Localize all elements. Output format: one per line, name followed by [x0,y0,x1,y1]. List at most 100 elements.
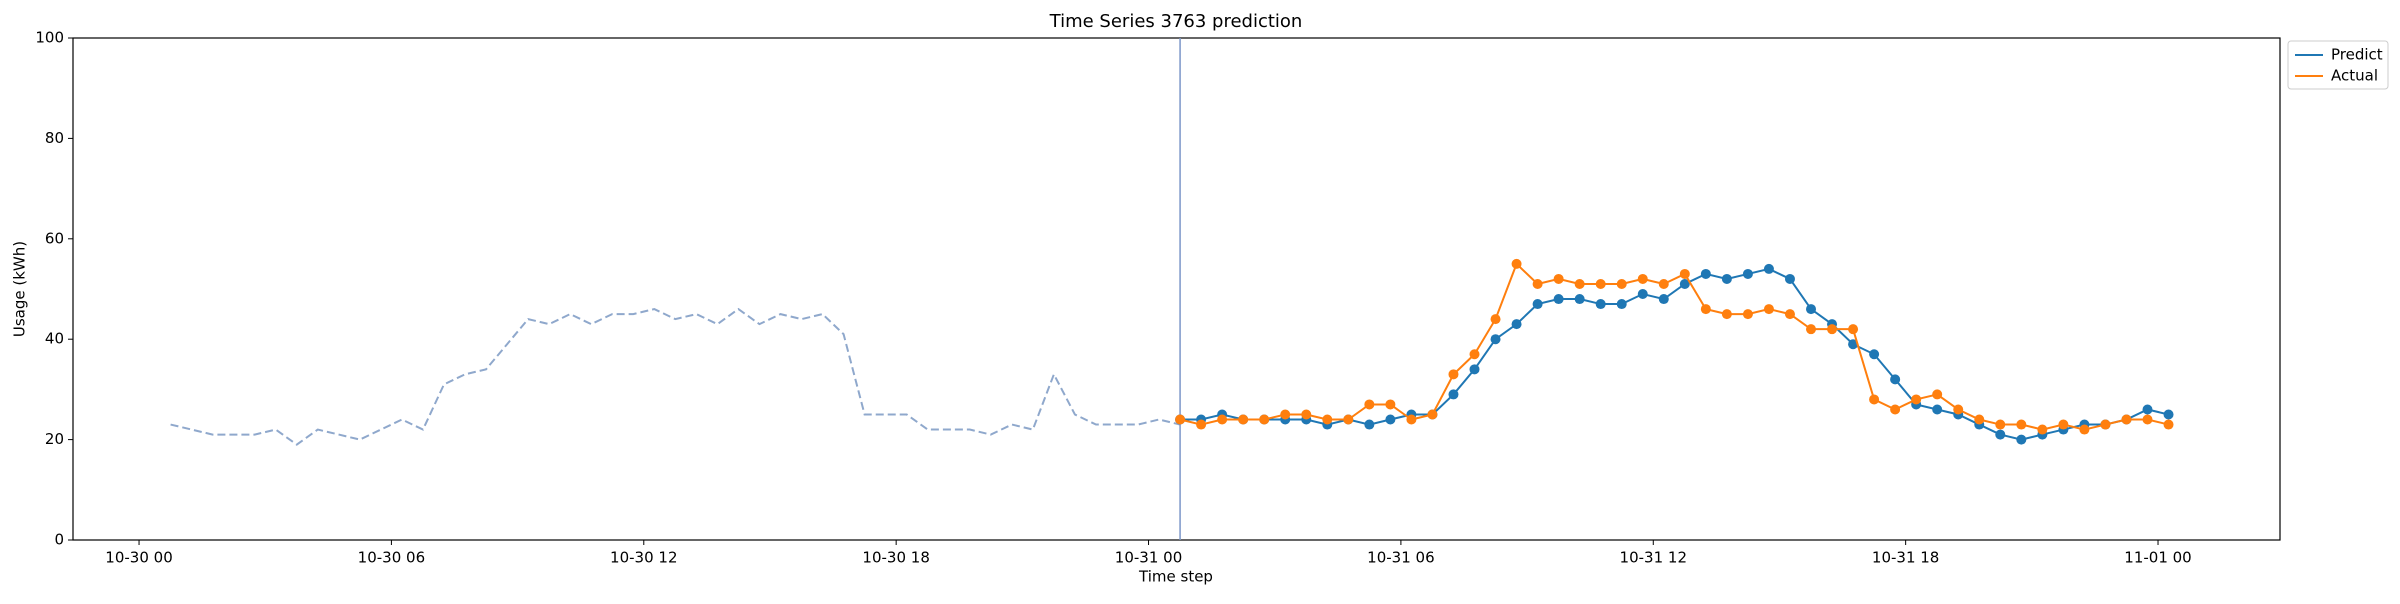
series-line-marker [1427,409,1438,420]
series-line-marker [1974,414,1985,425]
series-line-marker [1490,314,1501,325]
series-line-marker [1869,349,1880,360]
y-tick-label: 40 [45,330,64,348]
series-line-marker [1763,263,1774,274]
x-tick-label: 10-31 00 [1115,549,1182,567]
y-tick-label: 100 [35,29,64,47]
series-line-marker [1574,294,1585,305]
x-tick-label: 10-31 06 [1367,549,1434,567]
series-line-marker [2142,404,2153,415]
series-line [1180,267,2169,441]
series-line-marker [1259,414,1270,425]
series-line-marker [1322,414,1333,425]
series-line-marker [1301,409,1312,420]
series-line-marker [1553,294,1564,305]
series-line-marker [1700,268,1711,279]
series-line-marker [1469,364,1480,375]
series-line-marker [1742,268,1753,279]
series-line-marker [2121,414,2132,425]
series-line-marker [2142,414,2153,425]
series-line-marker [1784,309,1795,320]
x-tick-label: 10-31 18 [1872,549,1939,567]
series-line-marker [1890,374,1901,385]
series-line-marker [2163,419,2174,430]
plot-frame [72,37,2281,541]
series-line-marker [1890,404,1901,415]
x-tick-label: 11-01 00 [2124,549,2191,567]
series-line-marker [1700,304,1711,315]
series-line-marker [1448,389,1459,400]
series-line-marker [2163,409,2174,420]
y-tick-label: 0 [54,531,64,549]
series-line-marker [1721,309,1732,320]
series-line-marker [1679,278,1690,289]
series-line-marker [1490,334,1501,345]
series-line-marker [1364,399,1375,410]
series-line-marker [1532,299,1543,310]
series-line-marker [1827,324,1838,335]
series-line-marker [1175,414,1186,425]
series-line-marker [1658,294,1669,305]
series-line-marker [1385,414,1396,425]
series-line-marker [1679,268,1690,279]
legend-label: Actual [2331,67,2378,85]
series-line-marker [1574,278,1585,289]
series-line-marker [1911,394,1922,405]
series-line-marker [1448,369,1459,380]
chart-title: Time Series 3763 prediction [1049,11,1303,32]
series-line-marker [1553,273,1564,284]
series-line-marker [2016,434,2027,445]
series-line-marker [1953,404,1964,415]
x-tick-label: 10-30 18 [862,549,929,567]
y-tick-label: 60 [45,229,64,247]
series-line-marker [1995,429,2006,440]
series-line-marker [1848,339,1859,350]
y-axis-label: Usage (kWh) [11,241,29,337]
x-tick-label: 10-30 00 [105,549,172,567]
series-line-marker [1932,404,1943,415]
series-line-marker [1595,278,1606,289]
series-line-marker [1932,389,1943,400]
series-line-marker [1280,409,1291,420]
x-tick-label: 10-30 12 [610,549,677,567]
series-line [1179,262,2169,431]
series-line-marker [1848,324,1859,335]
x-tick-label: 10-30 06 [358,549,425,567]
series-line-marker [1763,304,1774,315]
x-tick-label: 10-31 12 [1620,549,1687,567]
y-tick-label: 20 [45,430,64,448]
series-line-marker [1511,319,1522,330]
series-line-marker [1869,394,1880,405]
history-line [170,307,1181,446]
series-line-marker [1658,278,1669,289]
series-line-marker [1406,414,1417,425]
series-line-marker [1469,349,1480,360]
series-line-marker [2100,419,2111,430]
series-line-marker [1721,273,1732,284]
series-line-marker [1217,414,1228,425]
series-line-marker [1385,399,1396,410]
series-line-marker [2016,419,2027,430]
x-axis-label: Time step [1138,568,1213,586]
series-line-marker [1238,414,1249,425]
series-line-marker [1595,299,1606,310]
series-line-marker [1511,258,1522,269]
series-line-marker [1742,309,1753,320]
series-line-marker [1343,414,1354,425]
series-line-marker [1995,419,2006,430]
series-line-marker [1616,278,1627,289]
series-line-marker [1637,273,1648,284]
series-line-marker [1637,289,1648,300]
series-line-marker [1806,324,1817,335]
series-line-marker [1532,278,1543,289]
series-line-marker [1364,419,1375,430]
series-line-marker [1616,299,1627,310]
legend-label: Predict [2331,46,2383,64]
series-line-marker [1806,304,1817,315]
series-line-marker [2058,419,2069,430]
series-line-marker [2079,424,2090,435]
y-tick-label: 80 [45,129,64,147]
series-line-marker [1196,419,1207,430]
series-line-marker [1784,273,1795,284]
